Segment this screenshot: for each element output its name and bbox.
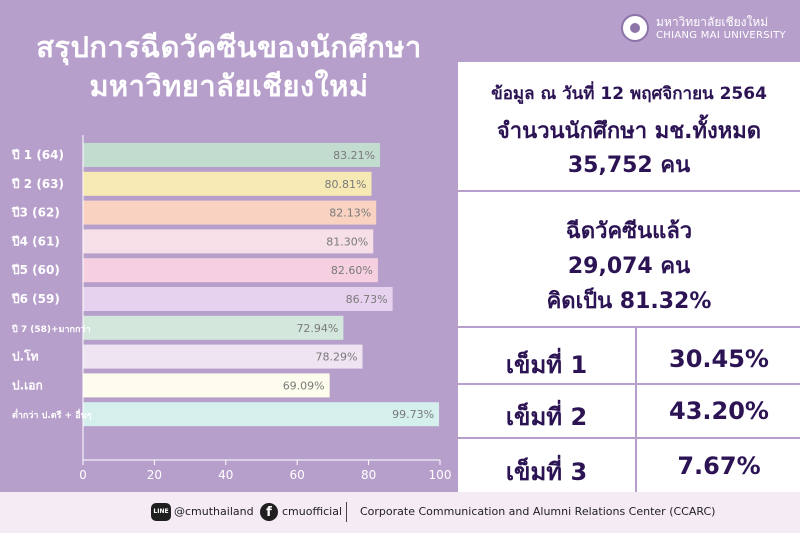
vaccinated-label: ฉีดวัคซีนแล้ว — [565, 219, 693, 244]
category-label: ปี5 (60) — [11, 263, 59, 277]
dose-row-2: เข็มที่ 2 43.20% — [458, 385, 800, 440]
bar-7 — [83, 315, 344, 340]
category-label: ป.เอก — [12, 378, 43, 392]
x-tick-label: 20 — [147, 468, 162, 482]
bar-2 — [83, 171, 372, 196]
category-label: ปี 2 (63) — [11, 177, 64, 191]
page-title-line1: สรุปการฉีดวัคซีนของนักศึกษา — [36, 30, 422, 64]
dose-label: เข็มที่ 2 — [505, 403, 588, 431]
category-label: ป.โท — [12, 349, 39, 364]
data-label: 72.94% — [296, 322, 338, 335]
x-tick-label: 0 — [79, 468, 87, 482]
bar-10 — [83, 402, 440, 427]
category-label: ปี 7 (58)+มากกว่า — [11, 324, 91, 335]
data-label: 99.73% — [392, 408, 434, 421]
bar-5 — [83, 258, 378, 283]
logo-area: มหาวิทยาลัยเชียงใหม่ CHIANG MAI UNIVERSI… — [458, 0, 800, 62]
dose-value: 7.67% — [677, 452, 761, 480]
dose-label: เข็มที่ 3 — [505, 458, 588, 486]
logo-thai-text: มหาวิทยาลัยเชียงใหม่ — [656, 15, 769, 29]
divider — [458, 383, 800, 385]
bar-4 — [83, 229, 374, 254]
category-label: ปี6 (59) — [11, 292, 59, 306]
category-label: ต่ำกว่า ป.ตรี + อื่นๆ — [12, 408, 92, 421]
bar-3 — [83, 200, 377, 225]
category-label: ปี3 (62) — [11, 206, 59, 220]
organization-name: Corporate Communication and Alumni Relat… — [360, 505, 716, 518]
category-label: ปี4 (61) — [11, 234, 59, 248]
data-label: 86.73% — [346, 293, 388, 306]
footer: LINE @cmuthailand f cmuofficial Corporat… — [0, 492, 800, 533]
divider — [458, 437, 800, 439]
vaccinated-value: 29,074 คน — [567, 254, 691, 279]
x-tick-label: 60 — [290, 468, 305, 482]
bar-9 — [83, 373, 330, 398]
vaccinated-percent: คิดเป็น 81.32% — [546, 289, 712, 314]
dose-label: เข็มที่ 1 — [505, 351, 588, 379]
data-label: 82.60% — [331, 264, 373, 277]
bar-6 — [83, 287, 393, 311]
facebook-icon: f — [260, 503, 278, 521]
dose-value: 43.20% — [669, 397, 769, 425]
divider — [458, 190, 800, 192]
total-students-label: จำนวนนักศึกษา มช.ทั้งหมด — [496, 119, 762, 144]
bar-1 — [83, 143, 381, 167]
bar-8 — [83, 344, 363, 369]
data-label: 81.30% — [326, 235, 368, 248]
x-tick-label: 100 — [429, 468, 452, 482]
logo-english-text: CHIANG MAI UNIVERSITY — [656, 30, 786, 41]
data-label: 82.13% — [329, 207, 371, 220]
dose-value: 30.45% — [669, 345, 769, 373]
dose-row-3: เข็มที่ 3 7.67% — [458, 440, 800, 495]
data-label: 83.21% — [333, 149, 375, 162]
summary-panel: มหาวิทยาลัยเชียงใหม่ CHIANG MAI UNIVERSI… — [458, 0, 800, 492]
line-handle-link[interactable]: @cmuthailand — [174, 505, 254, 518]
data-label: 80.81% — [325, 178, 367, 191]
category-label: ปี 1 (64) — [11, 148, 64, 162]
data-label: 78.29% — [316, 351, 358, 364]
divider — [458, 326, 800, 328]
footer-divider — [346, 502, 347, 522]
vertical-divider — [635, 328, 637, 492]
dose-row-1: เข็มที่ 1 30.45% — [458, 333, 800, 388]
university-seal-icon — [621, 14, 649, 42]
x-tick-label: 40 — [218, 468, 233, 482]
x-tick-label: 80 — [361, 468, 376, 482]
data-date: ข้อมูล ณ วันที่ 12 พฤศจิกายน 2564 — [491, 84, 767, 104]
total-students-value: 35,752 คน — [567, 153, 691, 178]
line-icon: LINE — [151, 503, 171, 521]
vaccination-bar-chart: ปี 1 (64) 83.21% ปี 2 (63) 80.81% ปี3 (62) 82… — [11, 135, 452, 482]
page-title-line2: มหาวิทยาลัยเชียงใหม่ — [89, 69, 369, 103]
chart-panel: สรุปการฉีดวัคซีนของนักศึกษา มหาวิทยาลัยเ… — [10, 30, 452, 482]
facebook-handle-link[interactable]: cmuofficial — [282, 505, 343, 518]
data-label: 69.09% — [283, 379, 325, 392]
